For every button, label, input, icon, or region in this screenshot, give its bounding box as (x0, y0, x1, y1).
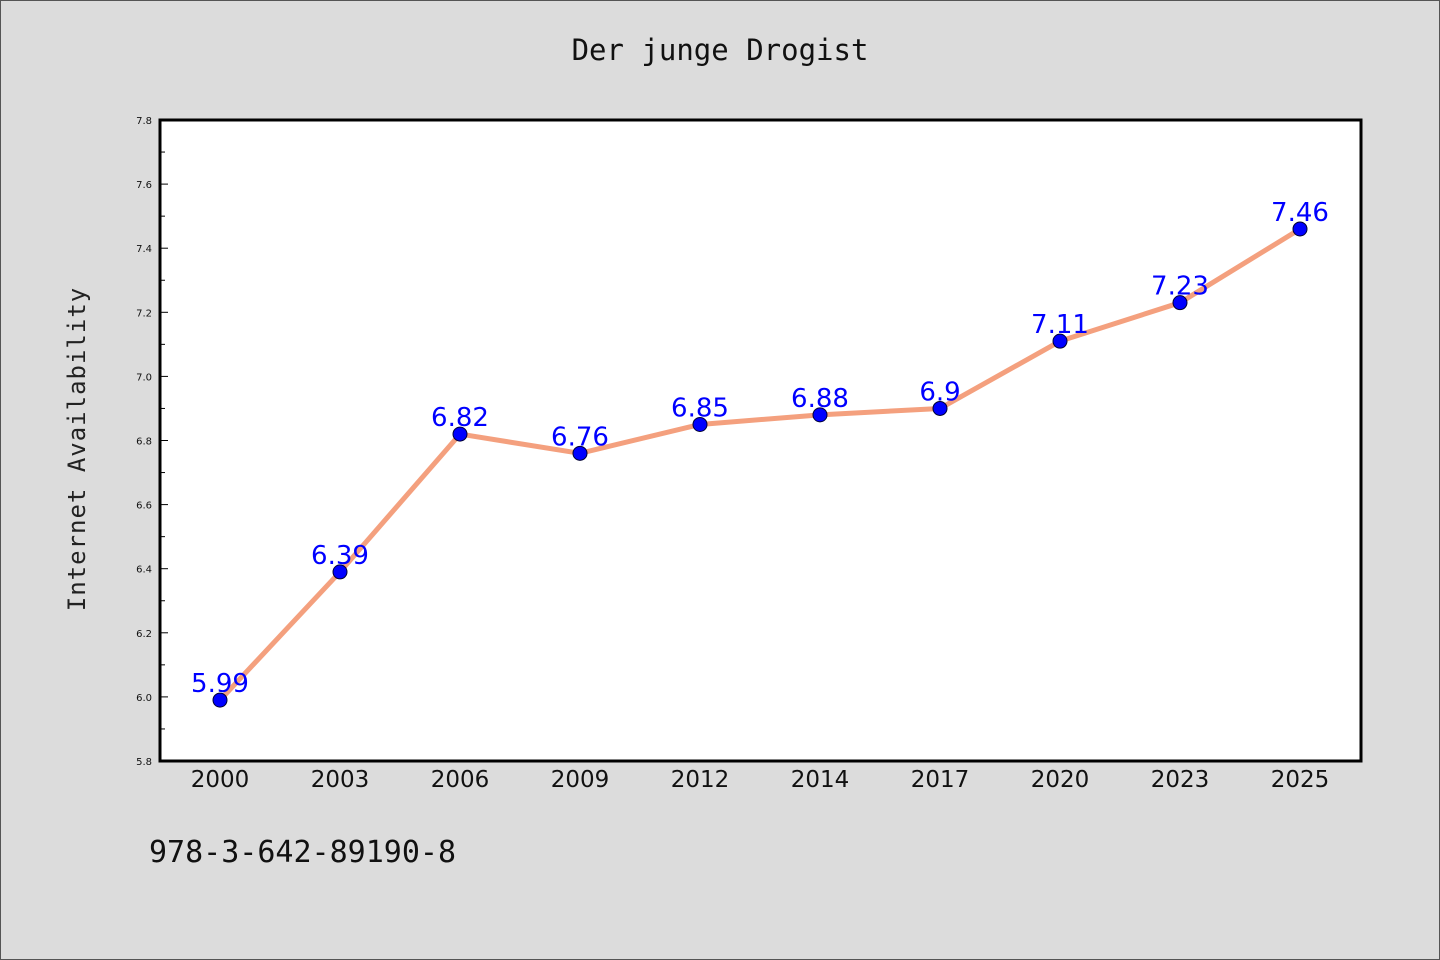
series-line (217, 226, 1303, 703)
x-tick-label: 2017 (911, 767, 970, 793)
footer-isbn: 978-3-642-89190-8 (149, 835, 457, 870)
data-point (212, 692, 228, 708)
y-tick-label: 5.8 (136, 757, 152, 768)
data-label: 7.11 (1031, 310, 1089, 340)
data-point (1292, 221, 1308, 237)
y-tick-label: 6.2 (136, 629, 152, 640)
y-tick-label: 7.0 (136, 372, 152, 383)
data-label: 6.9 (919, 377, 960, 407)
x-tick-label: 2012 (671, 767, 730, 793)
y-tick-label: 6.0 (136, 693, 152, 704)
data-point (572, 445, 588, 461)
data-label: 6.82 (431, 403, 489, 433)
data-label: 6.88 (791, 384, 849, 414)
y-tick-label: 6.8 (136, 437, 152, 448)
data-point (692, 416, 708, 432)
data-label: 6.39 (311, 541, 369, 571)
x-tick-label: 2009 (551, 767, 610, 793)
x-tick-label: 2000 (191, 767, 250, 793)
data-label: 6.76 (551, 422, 609, 452)
x-tick-label: 2014 (791, 767, 850, 793)
y-tick-label: 7.2 (136, 308, 152, 319)
x-tick-label: 2025 (1271, 767, 1330, 793)
y-tick-label: 6.6 (136, 501, 152, 512)
data-label: 7.46 (1271, 198, 1329, 228)
x-tick-label: 2020 (1031, 767, 1090, 793)
data-label: 5.99 (191, 669, 249, 699)
data-point (932, 400, 948, 416)
x-tick-label: 2003 (311, 767, 370, 793)
plot-area (158, 118, 1363, 763)
data-point (812, 407, 828, 423)
data-point (1172, 295, 1188, 311)
data-label: 6.85 (671, 393, 729, 423)
x-tick-label: 2023 (1151, 767, 1210, 793)
y-tick-label: 7.8 (136, 116, 152, 127)
y-tick-label: 7.4 (136, 244, 152, 255)
data-label: 7.23 (1151, 272, 1209, 302)
y-tick-label: 7.6 (136, 180, 152, 191)
chart-title: Der junge Drogist (571, 33, 869, 67)
data-point (452, 426, 468, 442)
data-point (332, 564, 348, 580)
x-tick-label: 2006 (431, 767, 490, 793)
data-point (1052, 333, 1068, 349)
y-tick-label: 6.4 (136, 565, 152, 576)
